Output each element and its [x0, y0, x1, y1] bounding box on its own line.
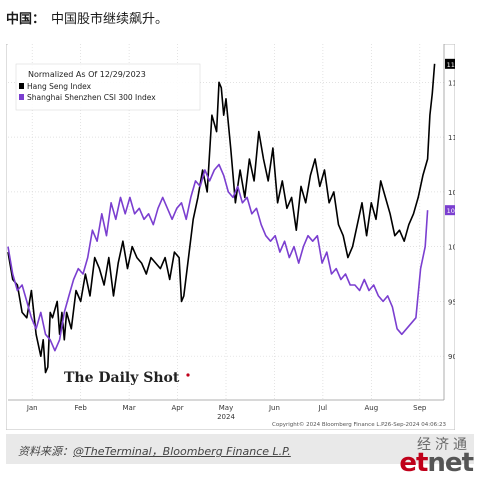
page-heading: 中国： 中国股市继续飙升。	[6, 8, 168, 27]
legend-title: Normalized As Of 12/29/2023	[28, 70, 146, 79]
x-tick-label: Mar	[123, 404, 136, 412]
etnet-brand-rest: net	[427, 448, 474, 478]
last-value-badge	[445, 58, 455, 69]
x-tick-label: Aug	[364, 404, 378, 412]
x-tick-label: Jul	[318, 404, 328, 412]
source-caption-bar: 资料来源：@TheTerminal，Bloomberg Finance L.P.	[6, 434, 474, 464]
legend-swatch	[19, 83, 24, 89]
etnet-cn-name: 经济通	[417, 437, 471, 453]
series-line-hang-seng	[7, 63, 436, 374]
last-value-label: 103.33	[447, 207, 455, 215]
y-tick-label: 115	[448, 79, 455, 87]
watermark-dot	[186, 373, 190, 377]
etnet-brand-e: et	[399, 448, 428, 478]
x-tick-label: Jan	[26, 404, 38, 412]
etnet-logo: 经济通 etnet	[393, 434, 475, 478]
last-value-badge	[445, 205, 455, 216]
x-tick-label: Feb	[74, 404, 87, 412]
y-tick-label: 105	[448, 189, 455, 197]
copyright-text: Copyright© 2024 Bloomberg Finance L.P.	[272, 421, 386, 428]
heading-text: 中国股市继续飙升。	[51, 12, 169, 27]
source-caption: 资料来源：@TheTerminal，Bloomberg Finance L.P.	[18, 443, 291, 459]
heading-label: 中国：	[6, 12, 46, 27]
watermark-daily-shot: The Daily Shot	[64, 370, 180, 386]
legend-entry: Hang Seng Index	[27, 82, 92, 91]
timestamp-text: 26-Sep-2024 04:06:23	[384, 422, 446, 428]
chart-container: 90 95 100 105 110 115 Jan Feb Mar Apr May Jun Jul Aug…	[6, 44, 455, 430]
etnet-wordmark: etnet	[399, 448, 474, 478]
x-tick-label: May	[219, 404, 233, 412]
x-tick-label: Sep	[413, 404, 427, 412]
y-tick-label: 95	[448, 298, 455, 306]
x-tick-label: Jun	[268, 404, 280, 412]
y-tick-label: 90	[448, 353, 455, 361]
series-line-csi-300	[7, 163, 429, 352]
y-tick-label: 100	[448, 244, 455, 252]
line-chart: 90 95 100 105 110 115 Jan Feb Mar Apr May Jun Jul Aug…	[6, 44, 455, 430]
legend-swatch	[19, 94, 24, 100]
legend-entry: Shanghai Shenzhen CSI 300 Index	[27, 93, 156, 102]
source-prefix: 资料来源：	[18, 445, 73, 458]
x-year-label: 2024	[217, 413, 235, 421]
source-link[interactable]: @TheTerminal，Bloomberg Finance L.P.	[73, 445, 291, 458]
y-tick-label: 110	[448, 134, 455, 142]
x-tick-label: Apr	[171, 404, 183, 412]
last-value-label: 116.69	[447, 61, 455, 69]
legend-box	[15, 63, 201, 111]
